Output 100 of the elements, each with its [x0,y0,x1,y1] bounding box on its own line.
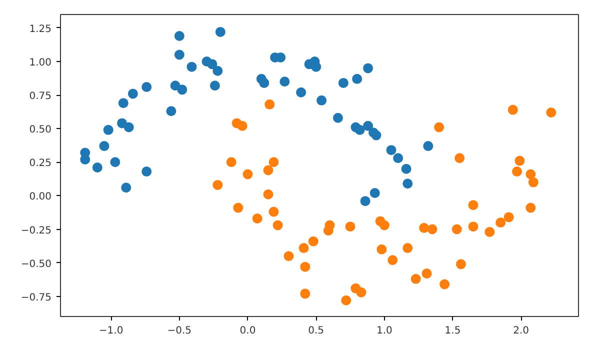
x-tick-label: −0.5 [167,326,192,336]
point [456,259,466,270]
y-tick-label: 1.25 [29,24,52,35]
point [360,196,370,206]
x-tick-label: −1.0 [98,326,124,336]
point [233,202,244,213]
point [264,99,275,110]
point [356,287,366,298]
y-tick-label: 0.50 [29,124,52,136]
point [496,218,506,228]
point [124,122,134,132]
point [252,214,262,224]
point [103,124,114,135]
y-tick-label: −0.50 [20,258,52,270]
point [528,177,538,188]
x-tick-label: 2.0 [513,326,530,336]
point [468,200,478,210]
point [514,156,525,166]
point [296,87,306,98]
point [207,59,218,70]
point [419,222,430,233]
point [401,164,412,174]
y-tick-label: −0.75 [20,292,52,304]
point [280,76,290,87]
point [484,226,495,237]
point [454,153,465,164]
point [345,222,356,232]
point [422,268,432,279]
point [546,107,556,118]
point [300,288,310,299]
point [332,112,343,123]
point [434,122,444,132]
point [174,30,184,41]
point [212,180,223,190]
point [526,169,536,180]
point [121,182,132,193]
x-tick-label: 1.0 [376,326,392,336]
point [186,62,197,72]
point [526,202,536,213]
point [427,224,438,234]
point [311,62,322,72]
point [99,141,110,152]
y-tick-label: 0.25 [29,158,52,170]
point [504,212,514,222]
point [237,120,248,131]
x-tick-label: 1.5 [444,326,461,336]
point [512,166,522,177]
point [268,206,279,217]
point [371,130,382,140]
point [242,169,253,180]
x-tick-label: 0.0 [240,326,256,336]
point [259,78,270,88]
point [263,165,274,176]
point [341,295,352,306]
point [363,120,374,131]
point [92,162,102,173]
point [268,157,279,168]
point [210,80,220,91]
point [423,141,434,152]
point [323,226,334,236]
point [263,189,274,200]
point [110,157,120,168]
point [352,74,362,84]
point [166,106,176,116]
point [393,153,404,164]
y-tick-label: 0.00 [29,192,52,203]
point [174,50,184,60]
y-tick-label: −0.25 [20,225,52,236]
point [212,66,223,76]
point [452,224,462,234]
point [128,88,138,99]
point [402,243,413,254]
point [177,84,188,95]
point [379,220,390,230]
point [300,262,310,272]
point [272,220,283,230]
point [308,236,318,246]
point [508,104,518,115]
point [316,95,327,106]
x-tick-label: 0.5 [308,326,324,336]
point [142,82,152,92]
point [298,243,309,254]
point [386,145,396,156]
point [468,222,478,232]
point [118,98,128,108]
point [388,255,398,266]
point [354,124,365,135]
point [376,244,387,254]
point [363,63,374,74]
point [215,26,226,37]
point [226,157,236,168]
y-tick-label: 1.00 [29,57,52,68]
point [402,178,413,189]
point [370,188,380,198]
point [440,279,450,290]
y-tick-label: 0.75 [29,91,52,102]
point [338,78,348,88]
point [284,251,294,262]
point [142,166,152,177]
point [410,274,421,284]
